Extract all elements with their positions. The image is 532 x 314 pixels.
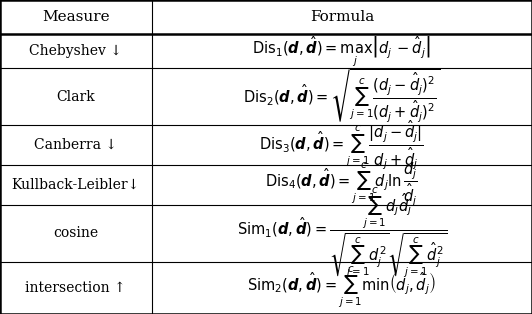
Text: Canberra ↓: Canberra ↓ — [34, 138, 118, 152]
Text: Chebyshev ↓: Chebyshev ↓ — [29, 44, 122, 58]
Text: $\mathrm{Sim}_2(\boldsymbol{d}, \hat{\boldsymbol{d}}) = \sum_{j=1}^{c} \min \lef: $\mathrm{Sim}_2(\boldsymbol{d}, \hat{\bo… — [247, 265, 436, 311]
Text: $\mathrm{Dis}_2(\boldsymbol{d}, \hat{\boldsymbol{d}}) = \sqrt{\sum_{j=1}^{c} \df: $\mathrm{Dis}_2(\boldsymbol{d}, \hat{\bo… — [243, 68, 440, 126]
Text: intersection ↑: intersection ↑ — [26, 281, 126, 295]
Text: Kullback-Leibler↓: Kullback-Leibler↓ — [12, 178, 140, 192]
Text: $\mathrm{Dis}_3(\boldsymbol{d}, \hat{\boldsymbol{d}}) = \sum_{j=1}^{c} \dfrac{|d: $\mathrm{Dis}_3(\boldsymbol{d}, \hat{\bo… — [260, 118, 424, 172]
Text: Clark: Clark — [56, 90, 95, 104]
Text: cosine: cosine — [53, 226, 98, 241]
Text: Measure: Measure — [42, 10, 110, 24]
Text: $\mathrm{Dis}_1(\boldsymbol{d}, \hat{\boldsymbol{d}}) = \max_j \left| d_j - \hat: $\mathrm{Dis}_1(\boldsymbol{d}, \hat{\bo… — [253, 34, 431, 69]
Text: Formula: Formula — [310, 10, 374, 24]
Text: $\mathrm{Dis}_4(\boldsymbol{d}, \hat{\boldsymbol{d}}) = \sum_{j=1}^{c} d_j \ln \: $\mathrm{Dis}_4(\boldsymbol{d}, \hat{\bo… — [265, 161, 418, 209]
Text: $\mathrm{Sim}_1(\boldsymbol{d}, \hat{\boldsymbol{d}}) = \dfrac{\sum_{j=1}^{c} d_: $\mathrm{Sim}_1(\boldsymbol{d}, \hat{\bo… — [237, 186, 447, 281]
